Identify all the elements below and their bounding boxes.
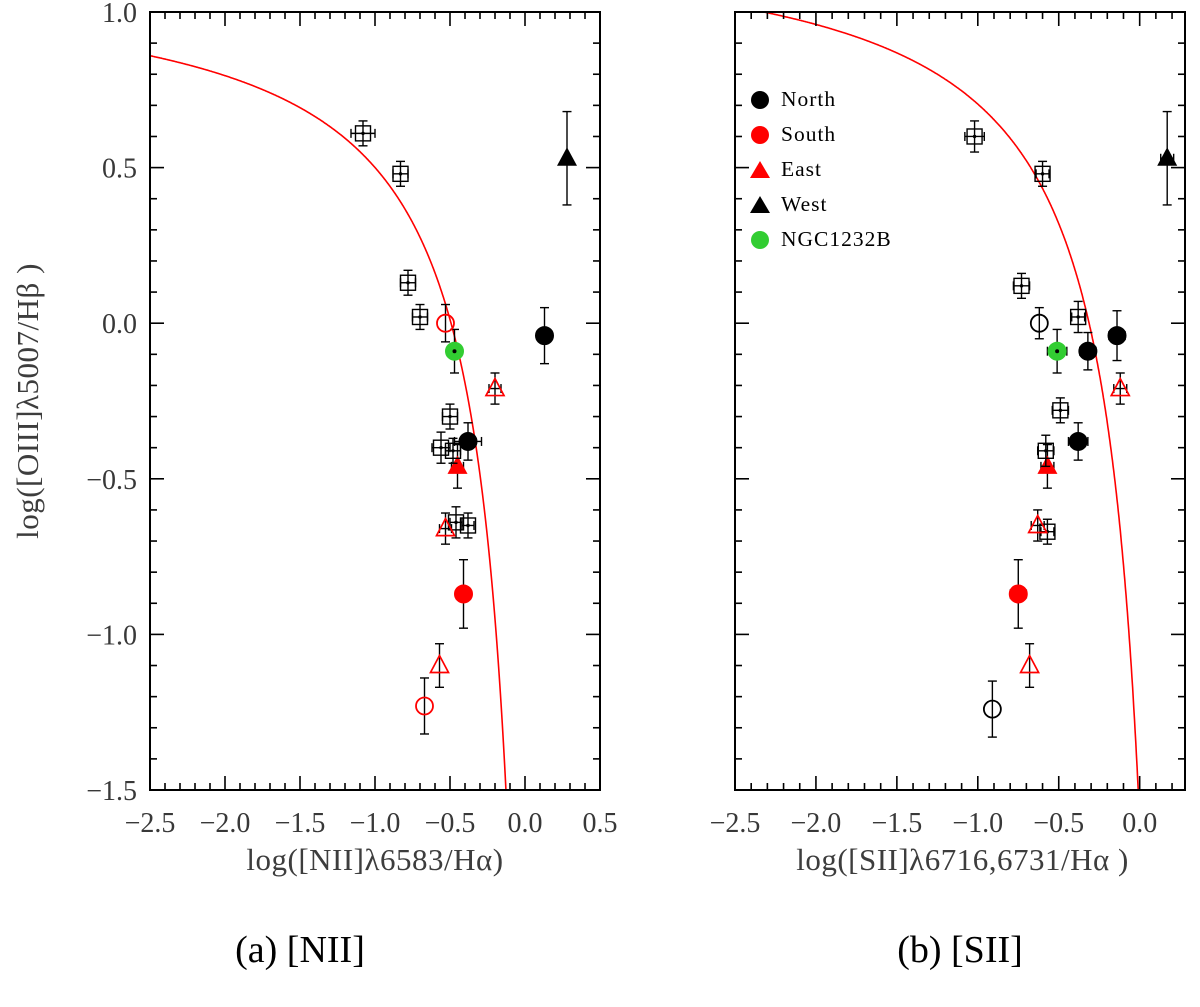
y-axis-title: log([OIII]λ5007/Hβ ) [10, 263, 45, 539]
legend-item-ngc1232b: NGC1232B [748, 222, 892, 257]
svg-text:0.5: 0.5 [583, 808, 618, 839]
svg-text:−1.0: −1.0 [350, 808, 401, 839]
north-circle-icon [751, 90, 769, 109]
panel-a-caption: (a) [NII] [235, 929, 365, 971]
svg-text:−2.0: −2.0 [200, 808, 251, 839]
west-triangle-icon [750, 196, 770, 213]
bpt-diagram-nii-panel: −2.5 −2.0 −1.5 −1.0 −0.5 0.0 0.51.00.50.0−0.5−… [86, 0, 618, 839]
legend: North South East West NGC1232B [748, 82, 892, 257]
svg-text:−0.5: −0.5 [1033, 808, 1084, 839]
svg-text:0.0: 0.0 [1122, 808, 1157, 839]
svg-text:−1.5: −1.5 [86, 776, 137, 807]
svg-text:−1.0: −1.0 [952, 808, 1003, 839]
svg-text:0.0: 0.0 [508, 808, 543, 839]
svg-text:−2.5: −2.5 [125, 808, 176, 839]
legend-label: North [781, 87, 837, 111]
legend-marker-holder [748, 90, 772, 109]
ngc1232b-circle-icon [751, 230, 769, 249]
svg-text:−2.5: −2.5 [710, 808, 761, 839]
legend-marker-holder [748, 161, 772, 178]
legend-label: West [781, 192, 828, 216]
legend-marker-holder [748, 196, 772, 213]
legend-item-west: West [748, 187, 892, 222]
svg-text:−0.5: −0.5 [425, 808, 476, 839]
svg-text:−0.5: −0.5 [86, 465, 137, 496]
legend-label: South [781, 122, 837, 146]
svg-text:−1.5: −1.5 [872, 808, 923, 839]
legend-marker-holder [748, 230, 772, 249]
legend-marker-holder [748, 125, 772, 144]
east-triangle-icon [750, 161, 770, 178]
svg-text:−2.0: −2.0 [791, 808, 842, 839]
svg-text:1.0: 1.0 [102, 0, 137, 29]
bpt-diagram-sii-panel: −2.5 −2.0 −1.5 −1.0 −0.5 0.0 [710, 11, 1186, 839]
legend-item-east: East [748, 152, 892, 187]
panel-b-caption: (b) [SII] [897, 929, 1023, 971]
south-circle-icon [751, 125, 769, 144]
svg-text:−1.0: −1.0 [86, 620, 137, 651]
legend-label: East [781, 157, 823, 181]
panel-a-x-axis-title: log([NII]λ6583/Hα) [246, 842, 504, 877]
svg-text:−1.5: −1.5 [275, 808, 326, 839]
legend-item-south: South [748, 117, 892, 152]
svg-text:0.5: 0.5 [102, 154, 137, 185]
panel-b-x-axis-title: log([SII]λ6716,6731/Hα ) [796, 842, 1129, 877]
legend-item-north: North [748, 82, 892, 117]
legend-label: NGC1232B [781, 227, 892, 251]
svg-text:0.0: 0.0 [102, 309, 137, 340]
